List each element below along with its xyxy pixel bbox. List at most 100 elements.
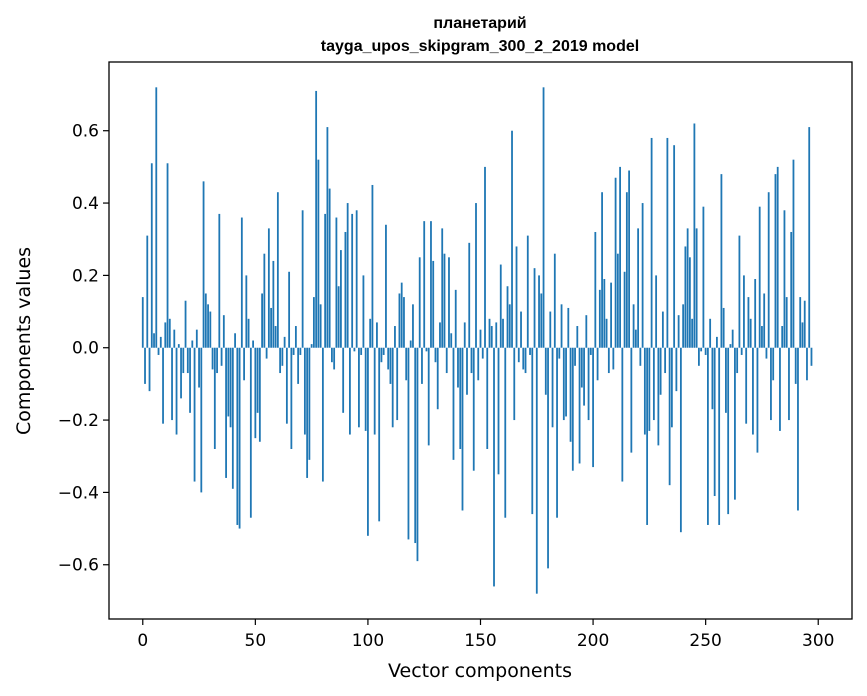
bar-209	[612, 347, 615, 370]
bar-82	[326, 127, 329, 348]
bar-276	[763, 293, 766, 348]
bar-79	[319, 304, 322, 348]
bar-219	[634, 329, 637, 348]
bar-257	[720, 174, 723, 348]
bar-22	[191, 340, 194, 348]
bar-108	[385, 224, 387, 348]
y-axis-label: Components values	[13, 247, 35, 435]
bar-201	[594, 231, 597, 348]
bar-117	[405, 347, 408, 381]
bar-123	[418, 257, 421, 348]
bar-78	[317, 159, 320, 348]
bar-114	[398, 293, 401, 348]
bar-74	[308, 347, 311, 460]
bar-234	[668, 347, 671, 486]
bar-146	[470, 347, 473, 374]
bar-169	[522, 347, 525, 370]
x-tick-label: 150	[464, 631, 496, 651]
bar-27	[202, 181, 205, 348]
bar-98	[362, 275, 365, 348]
chart-title-line1: планетарий	[433, 15, 526, 32]
bar-235	[670, 347, 673, 428]
bar-93	[351, 213, 354, 348]
bar-259	[725, 347, 727, 413]
bar-278	[767, 192, 770, 348]
bar-17	[180, 347, 182, 399]
bar-199	[589, 347, 592, 355]
bar-3	[148, 347, 151, 392]
bar-29	[207, 304, 209, 348]
bar-255	[716, 336, 718, 348]
bar-113	[396, 347, 399, 421]
bar-218	[632, 304, 635, 348]
y-tick-label: −0.6	[58, 556, 99, 576]
bar-264	[736, 347, 739, 374]
bar-5	[153, 333, 155, 348]
bar-66	[290, 347, 293, 449]
bar-102	[371, 184, 374, 348]
bar-130	[434, 347, 437, 363]
bar-165	[513, 347, 516, 421]
bar-205	[603, 279, 606, 348]
y-tick-label: 0.4	[72, 194, 99, 214]
bar-193	[576, 326, 579, 348]
bar-267	[743, 275, 745, 348]
bar-183	[553, 253, 556, 348]
bar-129	[432, 260, 435, 348]
bar-213	[621, 347, 624, 482]
bar-170	[524, 347, 527, 374]
bar-171	[526, 235, 529, 348]
bar-247	[698, 347, 700, 366]
bar-139	[454, 289, 457, 348]
bar-154	[488, 318, 491, 348]
bar-252	[709, 318, 712, 348]
bar-152	[484, 166, 486, 348]
bar-197	[585, 315, 588, 348]
bar-195	[580, 347, 583, 388]
bar-34	[218, 213, 221, 348]
bar-190	[569, 347, 572, 442]
bar-156	[493, 347, 495, 587]
bar-236	[673, 145, 676, 348]
bar-185	[558, 347, 561, 359]
bar-1	[144, 347, 146, 384]
bar-181	[549, 311, 552, 348]
bar-87	[337, 286, 340, 348]
bar-231	[661, 311, 664, 348]
bar-229	[657, 347, 660, 446]
bar-153	[486, 347, 489, 449]
bar-133	[441, 228, 444, 348]
bar-191	[571, 347, 574, 471]
bar-158	[497, 347, 500, 475]
bar-163	[508, 304, 511, 348]
x-tick-label: 100	[352, 631, 384, 651]
bar-168	[520, 311, 522, 348]
bar-43	[238, 347, 241, 529]
bar-70	[299, 347, 302, 355]
bar-243	[688, 257, 691, 348]
bar-0	[141, 297, 144, 348]
bar-30	[209, 311, 212, 348]
bar-270	[749, 318, 752, 348]
bar-207	[607, 347, 610, 374]
bar-67	[292, 347, 295, 355]
bar-80	[321, 347, 324, 482]
bar-6	[155, 87, 158, 348]
x-tick-label: 200	[577, 631, 609, 651]
bar-295	[806, 347, 808, 381]
bar-148	[475, 203, 477, 348]
bar-296	[808, 127, 811, 348]
bar-244	[691, 318, 694, 348]
bar-151	[481, 347, 484, 359]
bar-61	[279, 347, 282, 374]
bar-277	[765, 347, 768, 359]
bar-131	[436, 347, 439, 410]
bar-269	[747, 297, 750, 348]
bar-104	[376, 322, 378, 348]
y-tick-label: −0.4	[58, 483, 99, 503]
bar-279	[770, 347, 772, 421]
bar-196	[583, 347, 585, 406]
bar-200	[592, 347, 594, 468]
bar-282	[776, 166, 779, 348]
bar-232	[664, 347, 667, 374]
